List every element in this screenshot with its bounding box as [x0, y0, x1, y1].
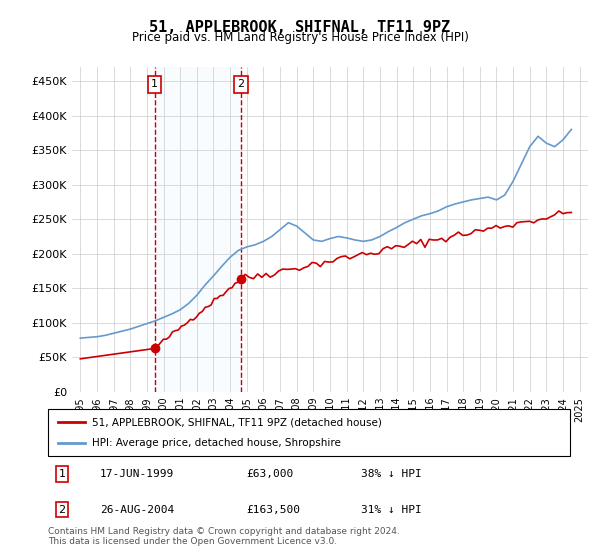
FancyBboxPatch shape — [48, 409, 570, 456]
Text: Contains HM Land Registry data © Crown copyright and database right 2024.
This d: Contains HM Land Registry data © Crown c… — [48, 526, 400, 546]
Text: HPI: Average price, detached house, Shropshire: HPI: Average price, detached house, Shro… — [92, 438, 341, 448]
Bar — [155, 67, 241, 392]
Text: 2: 2 — [58, 505, 65, 515]
Text: Price paid vs. HM Land Registry's House Price Index (HPI): Price paid vs. HM Land Registry's House … — [131, 31, 469, 44]
Text: 51, APPLEBROOK, SHIFNAL, TF11 9PZ (detached house): 51, APPLEBROOK, SHIFNAL, TF11 9PZ (detac… — [92, 417, 382, 427]
Text: 1: 1 — [151, 80, 158, 90]
Text: 26-AUG-2004: 26-AUG-2004 — [100, 505, 175, 515]
Text: 17-JUN-1999: 17-JUN-1999 — [100, 469, 175, 479]
Text: 38% ↓ HPI: 38% ↓ HPI — [361, 469, 422, 479]
Text: 2: 2 — [238, 80, 245, 90]
Text: 31% ↓ HPI: 31% ↓ HPI — [361, 505, 422, 515]
Text: 1: 1 — [58, 469, 65, 479]
Text: £63,000: £63,000 — [247, 469, 293, 479]
Text: 51, APPLEBROOK, SHIFNAL, TF11 9PZ: 51, APPLEBROOK, SHIFNAL, TF11 9PZ — [149, 20, 451, 35]
Text: £163,500: £163,500 — [247, 505, 301, 515]
